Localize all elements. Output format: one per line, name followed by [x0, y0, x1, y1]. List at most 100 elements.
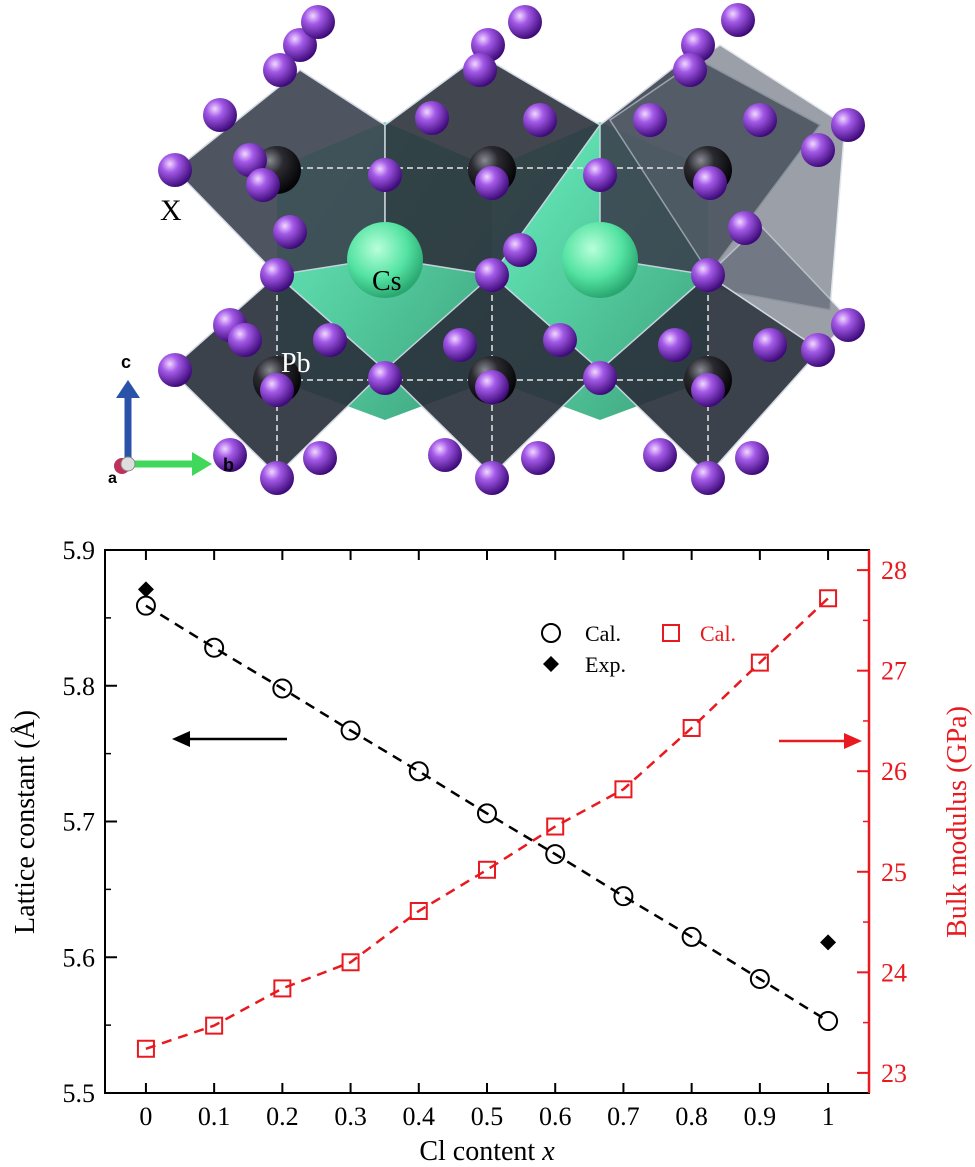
x-tick-label: 0.3	[334, 1102, 367, 1131]
x-atom	[260, 258, 294, 292]
series-layer	[135, 581, 839, 1058]
y-left-ticks: 5.5 5.6 5.7 5.8 5.9	[63, 536, 117, 1108]
x-atom	[691, 258, 725, 292]
legend-label-cal-right: Cal.	[700, 621, 736, 646]
x-atom	[158, 353, 192, 387]
axis-a-label: a	[108, 470, 117, 487]
axis-b-label: b	[223, 455, 234, 475]
data-point-circle	[408, 761, 429, 782]
x-atom	[583, 158, 617, 192]
y-right-tick-label: 28	[881, 556, 907, 585]
data-point-circle	[272, 678, 293, 699]
axis-c-label: c	[121, 352, 131, 372]
axis-triad: c b a	[108, 352, 234, 487]
data-point-square	[819, 589, 838, 608]
x-atom	[643, 438, 677, 472]
data-point-square	[409, 901, 428, 920]
x-axis-label-text: Cl content	[419, 1136, 535, 1167]
x-atom	[260, 461, 294, 495]
data-point-diamond	[820, 934, 837, 951]
crystal-structure: X Cs Pb c b a	[108, 3, 865, 495]
x-atom	[428, 438, 462, 472]
axis-b-arrow	[192, 452, 212, 476]
x-tick-label: 0.4	[403, 1102, 436, 1131]
data-point-diamond	[137, 581, 154, 598]
y-left-label: Lattice constant (Å)	[10, 710, 41, 934]
x-atom	[801, 333, 835, 367]
legend-marker-cal-circle	[541, 623, 561, 643]
legend-marker-exp-diamond	[543, 656, 559, 672]
data-point-square	[478, 860, 496, 879]
legend-label-cal-left: Cal.	[585, 621, 621, 646]
series-2-fit-line	[145, 597, 829, 1050]
x-atom	[721, 3, 755, 37]
x-atom	[273, 215, 307, 249]
x-tick-label: 0.1	[198, 1102, 231, 1131]
axis-arrow-right	[779, 733, 862, 749]
x-atom	[521, 441, 555, 475]
x-atom	[203, 98, 237, 132]
x-atom	[508, 5, 542, 39]
y-left-tick-label: 5.7	[63, 808, 96, 837]
x-atom	[475, 370, 509, 404]
label-x: X	[160, 194, 182, 227]
data-point-circle	[613, 886, 634, 907]
x-atom	[415, 101, 449, 135]
legend: Cal. Exp. Cal.	[541, 621, 736, 677]
x-tick-label: 0.7	[607, 1102, 640, 1131]
x-atom	[158, 153, 192, 187]
x-atom	[283, 28, 317, 62]
data-point-square	[614, 780, 633, 799]
x-atom	[743, 103, 777, 137]
y-left-tick-label: 5.5	[63, 1079, 96, 1108]
axis-c-arrow	[116, 380, 140, 398]
data-point-circle	[545, 844, 566, 865]
x-atom	[213, 438, 247, 472]
y-right-tick-label: 25	[881, 858, 907, 887]
x-atom	[246, 168, 280, 202]
x-tick-label: 0.6	[539, 1102, 572, 1131]
x-atom	[303, 441, 337, 475]
x-atom	[301, 5, 335, 39]
x-atom	[691, 461, 725, 495]
x-atom	[463, 53, 497, 87]
data-point-square	[273, 979, 292, 998]
x-tick-label: 0	[139, 1102, 152, 1131]
x-tick-label: 0.9	[744, 1102, 777, 1131]
data-point-square	[546, 817, 565, 836]
x-atom	[260, 373, 294, 407]
x-axis-label: Cl content x	[419, 1136, 555, 1167]
x-atom	[263, 53, 297, 87]
y-right-tick-label: 24	[881, 958, 907, 987]
x-atom	[475, 461, 509, 495]
x-atom	[735, 441, 769, 475]
x-atom	[728, 211, 762, 245]
x-atom	[753, 328, 787, 362]
y-right-tick-label: 23	[881, 1059, 907, 1088]
data-point-circle	[340, 720, 361, 741]
x-atom	[543, 323, 577, 357]
x-tick-label: 0.5	[471, 1102, 504, 1131]
x-atom	[313, 323, 347, 357]
x-atoms	[158, 3, 865, 495]
x-atom	[443, 328, 477, 362]
axis-arrow-left	[172, 731, 287, 747]
label-cs: Cs	[372, 266, 402, 297]
x-atom	[368, 158, 402, 192]
x-atom	[691, 373, 725, 407]
chart: 0 0.1 0.2 0.3 0.4 0.5 0.6 0.7 0.8 0.9 1 5.55.65.75…	[10, 536, 973, 1167]
x-atom	[233, 143, 267, 177]
x-atom	[228, 323, 262, 357]
x-atom	[658, 328, 692, 362]
data-point-square	[205, 1016, 224, 1035]
x-atom	[831, 108, 865, 142]
x-atom	[693, 166, 727, 200]
x-atom	[831, 308, 865, 342]
data-point-square	[136, 1039, 155, 1058]
series-0-fit-line	[145, 604, 829, 1023]
x-atom	[475, 166, 509, 200]
legend-label-exp: Exp.	[585, 652, 626, 677]
y-left-tick-label: 5.6	[63, 943, 96, 972]
y-right-ticks: 23 24 25 26 27 28	[857, 556, 907, 1088]
